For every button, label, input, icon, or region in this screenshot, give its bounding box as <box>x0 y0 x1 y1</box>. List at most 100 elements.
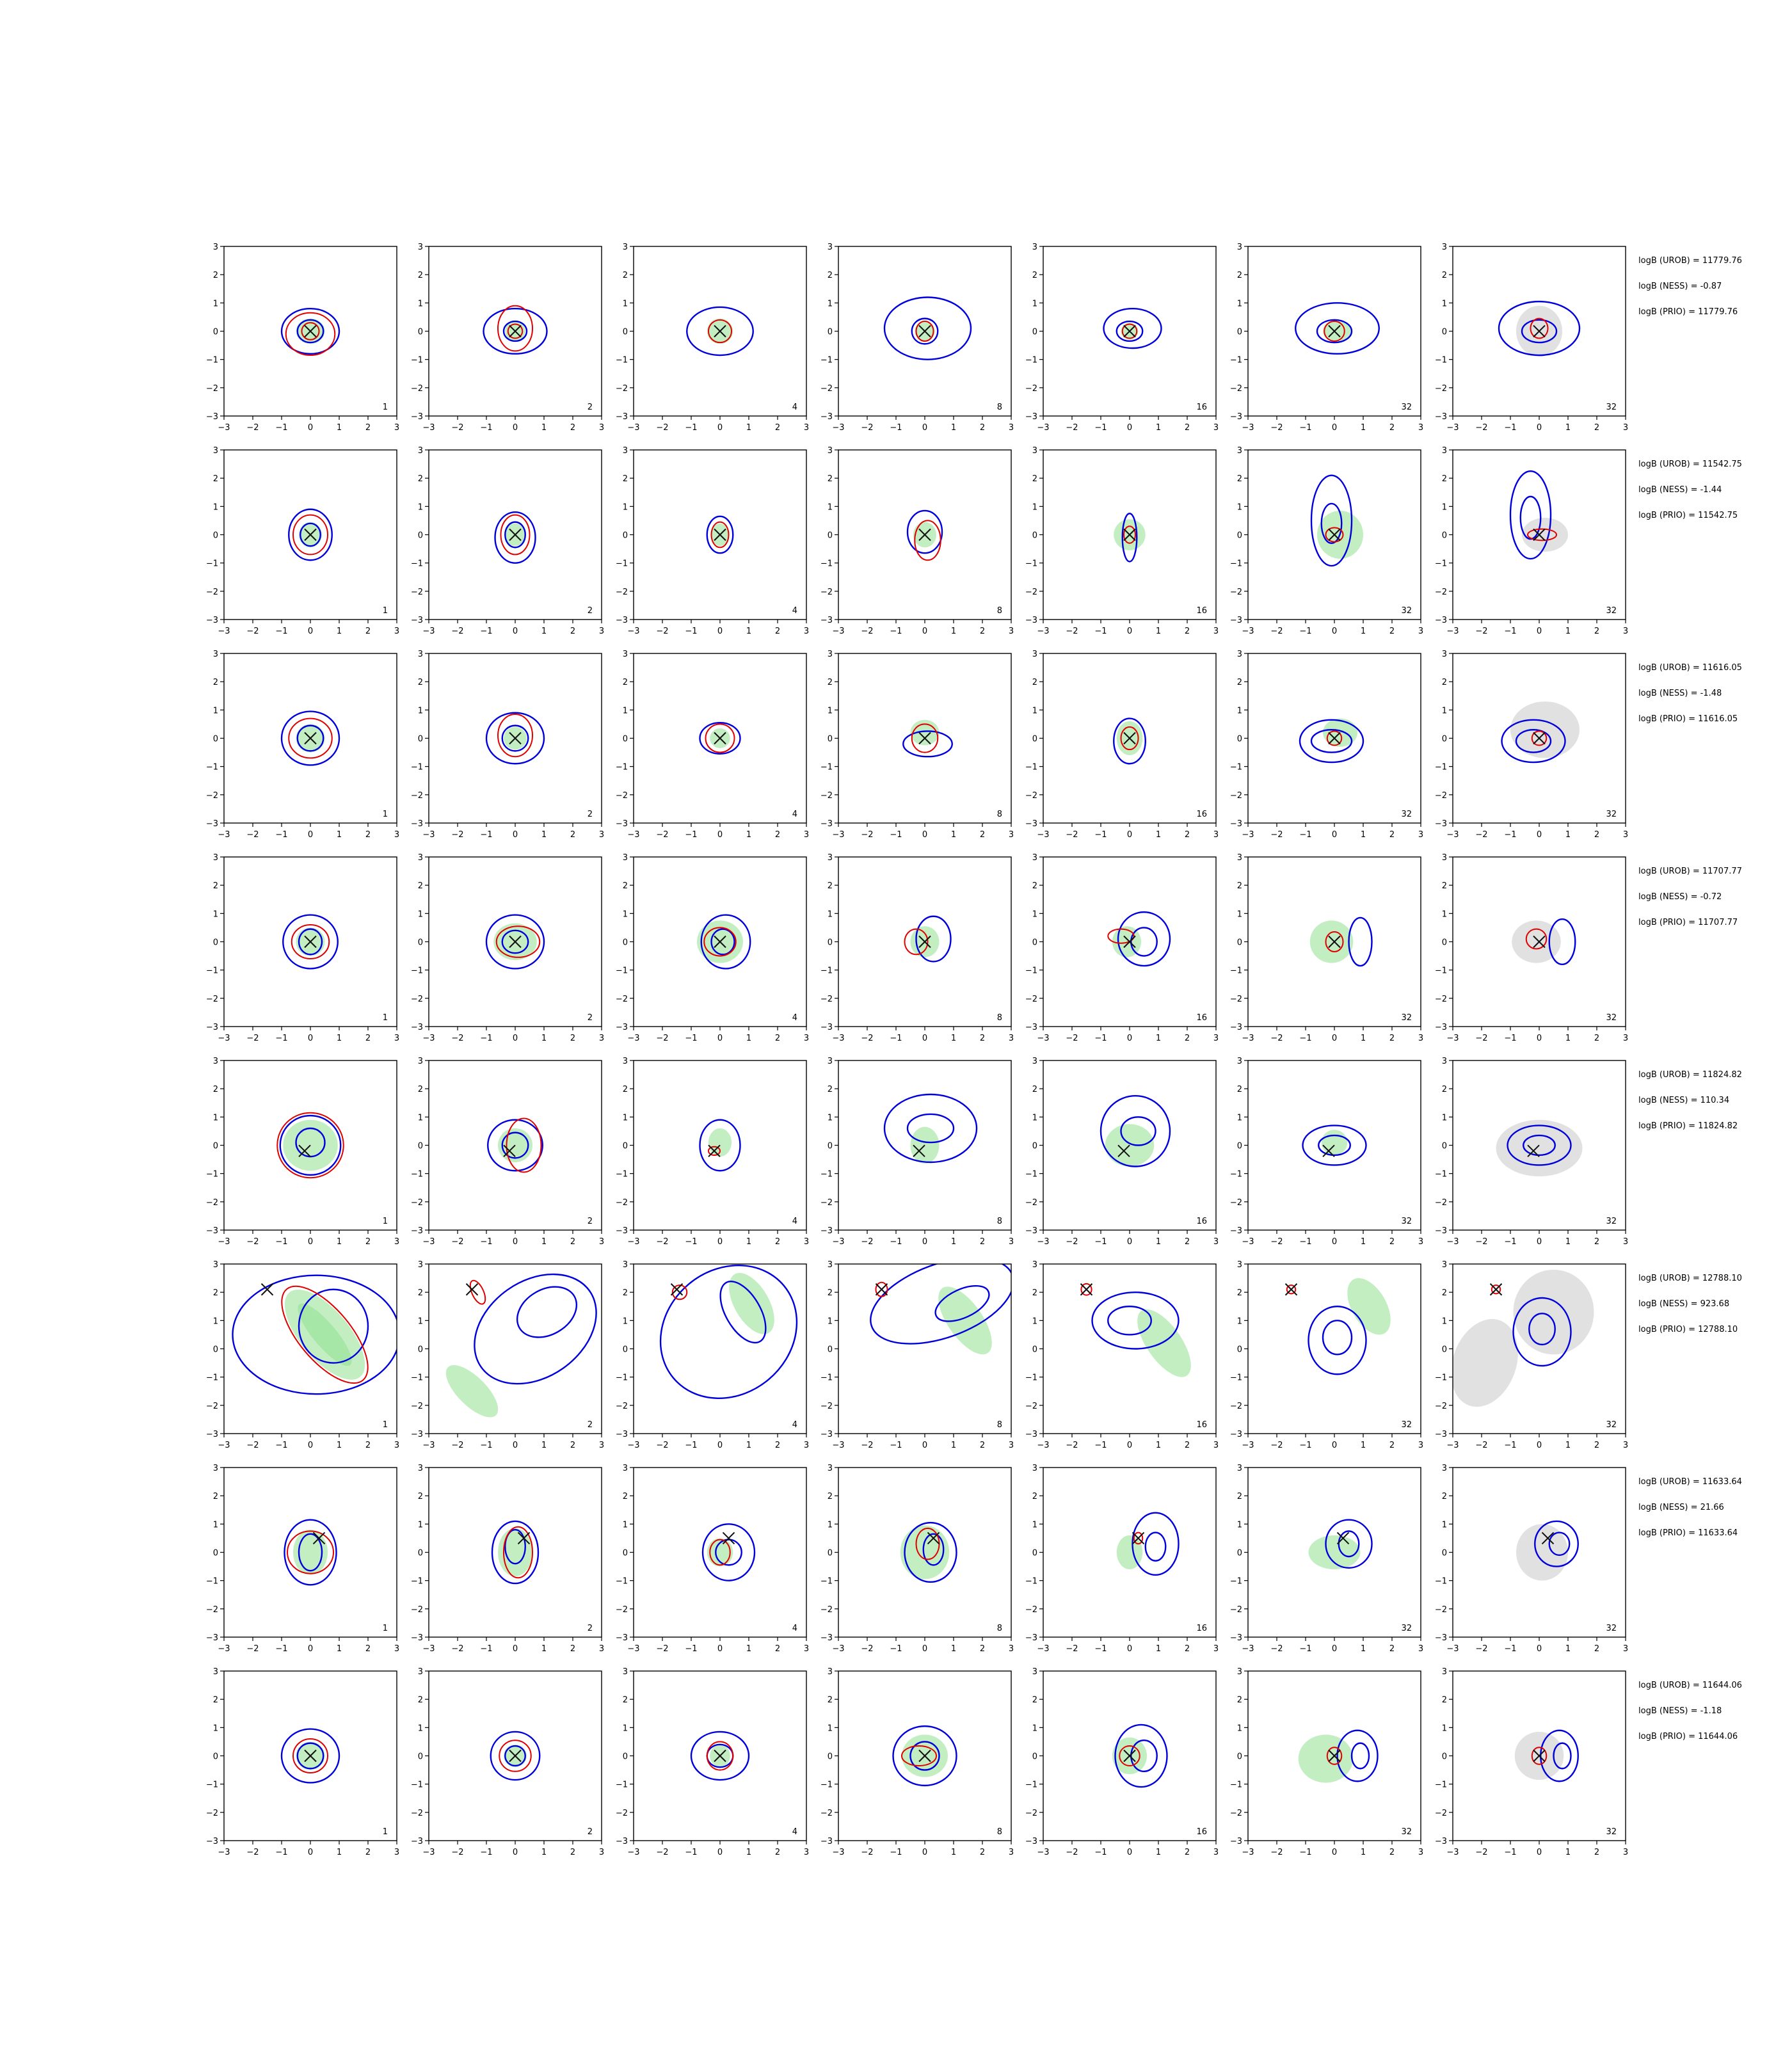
x-tick-label: 3 <box>1418 627 1423 636</box>
logB-annotation: logB (NESS) = 110.34 <box>1638 1096 1729 1105</box>
y-tick-label: −3 <box>820 1023 833 1032</box>
y-tick-label: −2 <box>1435 588 1447 597</box>
y-tick-label: 2 <box>828 678 833 687</box>
y-tick-label: −2 <box>1230 588 1242 597</box>
blue-contour <box>1114 1724 1168 1788</box>
x-tick-label: 1 <box>541 423 547 433</box>
x-tick-label: −3 <box>1242 1848 1254 1857</box>
red-contour <box>288 717 333 759</box>
y-tick-label: 1 <box>1032 1724 1037 1733</box>
x-tick-label: −2 <box>1066 423 1078 433</box>
panel-plot-area <box>284 1519 337 1586</box>
y-tick-label: 2 <box>828 1085 833 1094</box>
x-tick-label: 2 <box>570 1441 575 1450</box>
blue-contour <box>715 1539 742 1566</box>
red-contour <box>1531 1747 1548 1765</box>
y-tick-label: −1 <box>820 559 833 569</box>
y-tick-label: 1 <box>213 1724 218 1733</box>
y-tick-label: −1 <box>616 1780 628 1790</box>
x-tick-label: −3 <box>1242 1644 1254 1654</box>
y-tick-label: 3 <box>418 1260 423 1270</box>
blue-contour <box>1320 502 1343 544</box>
panel-plot-area <box>902 719 953 758</box>
y-tick-label: 0 <box>213 735 218 744</box>
x-tick-label: 2 <box>1389 1848 1395 1857</box>
x-tick-label: 1 <box>746 1644 751 1654</box>
panel-plot-area <box>1496 1119 1583 1177</box>
y-tick-label: 3 <box>828 1667 833 1677</box>
red-contour <box>1133 1532 1144 1545</box>
panel-count-label: 32 <box>1606 1624 1617 1633</box>
y-tick-label: −1 <box>206 1373 218 1383</box>
x-tick-label: −1 <box>480 1034 492 1043</box>
y-tick-label: 1 <box>1442 706 1447 716</box>
y-tick-label: −2 <box>1025 791 1037 801</box>
x-tick-label: −1 <box>1094 1237 1107 1247</box>
x-tick-label: 3 <box>1213 423 1219 433</box>
y-tick-label: −3 <box>820 1837 833 1846</box>
x-tick-label: −3 <box>422 423 435 433</box>
x-tick-label: 0 <box>1127 627 1132 636</box>
posterior-density-fill <box>707 1538 733 1567</box>
y-tick-label: −2 <box>1025 1198 1037 1208</box>
blue-contour <box>280 307 340 355</box>
x-tick-label: −1 <box>1299 830 1311 840</box>
blue-contour <box>483 307 548 355</box>
blue-contour <box>1507 1124 1572 1166</box>
logB-annotation: logB (NESS) = -1.18 <box>1638 1706 1722 1716</box>
x-tick-label: −3 <box>218 1848 230 1857</box>
red-contour <box>705 723 735 753</box>
y-tick-label: 2 <box>1032 474 1037 484</box>
y-tick-label: 1 <box>828 1520 833 1530</box>
x-tick-label: 0 <box>717 830 723 840</box>
panel-plot-area <box>900 1521 957 1583</box>
x-tick-label: 1 <box>1156 1034 1161 1043</box>
panel: −3 −2 −1 0 1 2 3 3 2 1 0 −1 −2 −3 4 <box>616 1464 809 1654</box>
y-tick-label: 0 <box>1442 1549 1447 1558</box>
panel: −3 −2 −1 0 1 2 3 3 2 1 0 −1 −2 −3 4 <box>616 243 809 433</box>
y-tick-label: 1 <box>623 502 628 512</box>
x-tick-label: 2 <box>365 1848 371 1857</box>
y-tick-label: −2 <box>1435 1809 1447 1818</box>
x-marker <box>913 1144 925 1158</box>
x-tick-label: −2 <box>451 423 463 433</box>
y-tick-label: −1 <box>1435 763 1447 772</box>
y-tick-label: −2 <box>411 1809 423 1818</box>
blue-contour <box>1528 1313 1556 1346</box>
y-tick-label: 0 <box>418 1549 423 1558</box>
logB-annotation: logB (UROB) = 11824.82 <box>1638 1070 1742 1080</box>
y-tick-label: 3 <box>1032 243 1037 252</box>
y-tick-label: 1 <box>1032 299 1037 308</box>
x-tick-label: 1 <box>1156 423 1161 433</box>
x-tick-label: 2 <box>1185 830 1190 840</box>
y-tick-label: 2 <box>1032 1492 1037 1501</box>
x-tick-label: 1 <box>337 423 342 433</box>
y-tick-label: 3 <box>828 1464 833 1473</box>
y-tick-label: 2 <box>1442 1695 1447 1705</box>
y-tick-label: 2 <box>828 474 833 484</box>
red-contour <box>1530 317 1549 339</box>
blue-contour <box>1325 1519 1373 1569</box>
panel-count-label: 1 <box>383 606 388 616</box>
panel-plot-area <box>485 914 545 970</box>
panel: −3 −2 −1 0 1 2 3 3 2 1 0 −1 −2 −3 1 <box>206 1057 399 1247</box>
blue-contour <box>474 1273 597 1385</box>
red-contour <box>285 312 336 356</box>
x-tick-label: −2 <box>1066 627 1078 636</box>
x-tick-label: −2 <box>656 830 668 840</box>
y-tick-label: −1 <box>206 763 218 772</box>
red-contour <box>497 305 533 352</box>
panel-plot-area <box>1103 307 1162 349</box>
y-tick-label: 2 <box>1442 881 1447 891</box>
y-tick-label: 1 <box>418 502 423 512</box>
blue-contour <box>296 724 324 752</box>
y-tick-label: 1 <box>213 1520 218 1530</box>
panel-count-label: 8 <box>997 1624 1002 1633</box>
y-tick-label: −3 <box>1230 1837 1242 1846</box>
x-tick-label: −1 <box>1094 1848 1107 1857</box>
blue-contour <box>1512 1297 1572 1367</box>
red-contour <box>503 1526 533 1579</box>
x-tick-label: 3 <box>1213 830 1219 840</box>
panel: −3 −2 −1 0 1 2 3 3 2 1 0 −1 −2 −3 1 <box>206 243 399 433</box>
y-tick-label: −3 <box>820 616 833 625</box>
